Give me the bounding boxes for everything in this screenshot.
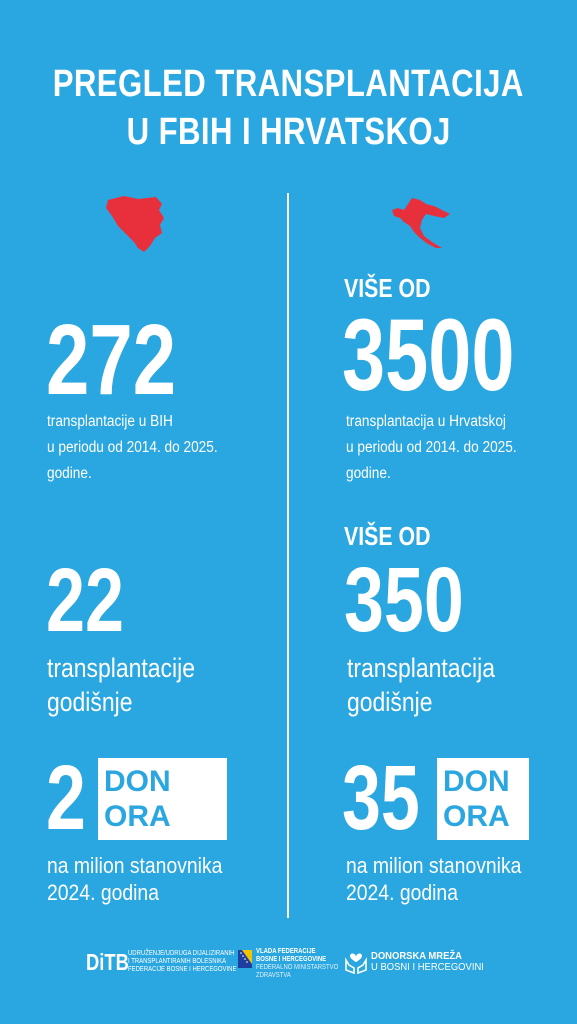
left-stat3-value-wrap: 2 bbox=[46, 752, 97, 844]
left-donora-box: DON ORA bbox=[98, 758, 227, 840]
bih-map-icon bbox=[106, 196, 164, 252]
left-stat3-line2: 2024. godina bbox=[47, 880, 159, 905]
left-donora-line1: DON bbox=[104, 765, 171, 798]
right-stat2-prefix: VIŠE OD bbox=[344, 521, 431, 551]
left-stat1-desc-line1: transplantacije u BIH bbox=[47, 413, 173, 430]
left-stat1-desc: transplantacije u BIH u periodu od 2014.… bbox=[47, 409, 241, 487]
right-stat2-line1: transplantacija bbox=[347, 653, 495, 683]
right-stat2-line2: godišnje bbox=[347, 687, 433, 717]
ditb-line2: I TRANSPLANTIRANIH BOLESNIKA bbox=[128, 958, 227, 965]
left-stat3-desc: na milion stanovnika 2024. godina bbox=[47, 852, 246, 906]
donorska-text: DONORSKA MREŽA U BOSNI I HERCEGOVINI bbox=[371, 951, 496, 973]
title-line-1: PREGLED TRANSPLANTACIJA bbox=[52, 63, 525, 105]
right-stat2-value-wrap: 350 bbox=[344, 554, 498, 646]
right-stat1-desc-line1: transplantacija u Hrvatskoj bbox=[346, 413, 506, 430]
right-stat1-desc-line2: u periodu od 2014. do 2025. bbox=[346, 439, 517, 456]
right-stat2-value: 350 bbox=[344, 549, 464, 651]
right-stat1-value-wrap: 3500 bbox=[342, 304, 569, 406]
vlada-line4: ZDRAVSTVA bbox=[256, 972, 291, 979]
left-stat1-value: 272 bbox=[46, 304, 177, 416]
vlada-line3: FEDERALNO MINISTARSTVO bbox=[256, 964, 339, 971]
ditb-text: UDRUŽENJE/UDRUGA DIJALIZIRANIH I TRANSPL… bbox=[128, 950, 278, 974]
right-stat1-desc: transplantacija u Hrvatskoj u periodu od… bbox=[346, 409, 540, 487]
left-stat3-line1: na milion stanovnika bbox=[47, 853, 223, 878]
vlada-line1: VLADA FEDERACIJE bbox=[256, 948, 316, 955]
right-donora-line2: ORA bbox=[443, 800, 510, 833]
right-stat2-prefix-wrap: VIŠE OD bbox=[344, 522, 449, 550]
vlada-line2: BOSNE I HERCEGOVINE bbox=[256, 956, 327, 963]
left-stat2-line2: godišnje bbox=[47, 687, 133, 717]
donorska-line1: DONORSKA MREŽA bbox=[371, 950, 462, 962]
donorska-line2: U BOSNI I HERCEGOVINI bbox=[371, 961, 484, 973]
left-donora-line2: ORA bbox=[104, 800, 171, 833]
left-stat2-value-wrap: 22 bbox=[46, 556, 146, 646]
left-stat1-desc-line3: godine. bbox=[47, 465, 92, 482]
right-stat3-line2: 2024. godina bbox=[346, 880, 458, 905]
right-stat3-line1: na milion stanovnika bbox=[346, 853, 522, 878]
hands-heart-icon bbox=[345, 953, 367, 974]
vlada-text: VLADA FEDERACIJE BOSNE I HERCEGOVINE FED… bbox=[256, 948, 346, 980]
right-stat1-prefix-wrap: VIŠE OD bbox=[344, 274, 449, 302]
title-line-2: U FBIH I HRVATSKOJ bbox=[126, 111, 451, 153]
left-stat2-value: 22 bbox=[46, 551, 125, 651]
croatia-map-icon bbox=[392, 198, 450, 248]
center-divider bbox=[287, 193, 289, 918]
right-stat3-desc: na milion stanovnika 2024. godina bbox=[346, 852, 545, 906]
right-donora-line1: DON bbox=[443, 765, 510, 798]
page-title: PREGLED TRANSPLANTACIJA U FBIH I HRVATSK… bbox=[0, 60, 577, 156]
ditb-line1: UDRUŽENJE/UDRUGA DIJALIZIRANIH bbox=[128, 950, 235, 957]
right-stat1-desc-line3: godine. bbox=[346, 465, 391, 482]
left-stat2-desc: transplantacije godišnje bbox=[47, 651, 221, 719]
right-stat3-value-wrap: 35 bbox=[342, 752, 444, 844]
right-stat2-desc: transplantacija godišnje bbox=[347, 651, 521, 719]
ditb-logo: DiTB bbox=[86, 949, 129, 975]
right-stat1-value: 3500 bbox=[342, 298, 515, 412]
left-stat1-value-wrap: 272 bbox=[46, 310, 213, 410]
left-stat3-value: 2 bbox=[46, 747, 86, 849]
left-stat1-desc-line2: u periodu od 2014. do 2025. bbox=[47, 439, 218, 456]
left-stat2-line1: transplantacije bbox=[47, 653, 195, 683]
right-stat3-value: 35 bbox=[342, 747, 420, 849]
ditb-line3: FEDERACIJE BOSNE I HERCEGOVINE bbox=[128, 966, 237, 973]
right-stat1-prefix: VIŠE OD bbox=[344, 273, 431, 303]
bih-flag-icon bbox=[238, 950, 252, 968]
right-donora-box: DON ORA bbox=[437, 758, 529, 840]
